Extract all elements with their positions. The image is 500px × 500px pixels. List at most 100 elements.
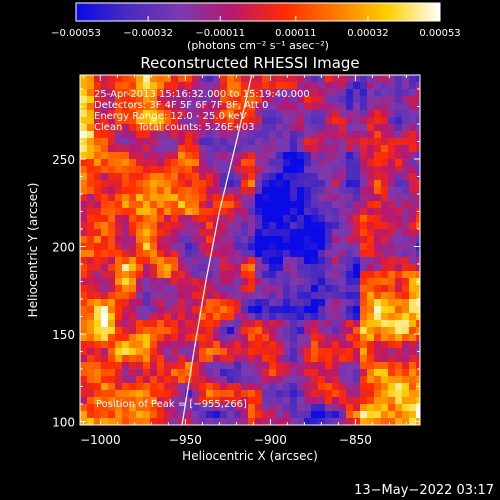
heatmap-cell <box>255 376 263 384</box>
heatmap-cell <box>178 75 186 83</box>
heatmap-cell <box>129 250 137 258</box>
heatmap-cell <box>304 306 312 314</box>
heatmap-cell <box>80 313 88 321</box>
heatmap-cell <box>325 313 333 321</box>
heatmap-cell <box>262 306 270 314</box>
heatmap-cell <box>129 201 137 209</box>
heatmap-cell <box>136 418 144 425</box>
heatmap-cell <box>129 145 137 153</box>
heatmap-cell <box>360 201 368 209</box>
heatmap-cell <box>395 257 403 265</box>
heatmap-cell <box>353 110 361 118</box>
heatmap-cell <box>290 117 298 125</box>
heatmap-cell <box>157 285 165 293</box>
heatmap-cell <box>178 117 186 125</box>
heatmap-cell <box>80 299 88 307</box>
heatmap-cell <box>87 390 95 398</box>
y-tick-label: 100 <box>52 416 75 430</box>
heatmap-cell <box>150 243 158 251</box>
heatmap-cell <box>304 383 312 391</box>
heatmap-cell <box>402 334 410 342</box>
heatmap-cell <box>339 320 347 328</box>
heatmap-cell <box>416 166 420 174</box>
heatmap-cell <box>199 285 207 293</box>
heatmap-cell <box>129 152 137 160</box>
heatmap-cell <box>136 264 144 272</box>
heatmap-cell <box>290 369 298 377</box>
heatmap-cell <box>164 250 172 258</box>
heatmap-cell <box>290 341 298 349</box>
heatmap-cell <box>129 313 137 321</box>
heatmap-cell <box>143 117 151 125</box>
heatmap-cell <box>318 229 326 237</box>
heatmap-cell <box>115 208 123 216</box>
heatmap-cell <box>178 271 186 279</box>
heatmap-cell <box>157 397 165 405</box>
heatmap-cell <box>150 362 158 370</box>
heatmap-cell <box>248 187 256 195</box>
heatmap-cell <box>332 327 340 335</box>
colorbar <box>75 2 441 22</box>
heatmap-cell <box>143 201 151 209</box>
heatmap-cell <box>290 313 298 321</box>
heatmap-cell <box>290 180 298 188</box>
heatmap-cell <box>416 229 420 237</box>
heatmap-cell <box>234 292 242 300</box>
heatmap-cell <box>262 138 270 146</box>
heatmap-cell <box>199 82 207 90</box>
heatmap-cell <box>199 215 207 223</box>
heatmap-cell <box>206 362 214 370</box>
heatmap-cell <box>332 201 340 209</box>
heatmap-cell <box>101 362 109 370</box>
heatmap-cell <box>381 404 389 412</box>
heatmap-cell <box>248 180 256 188</box>
heatmap-cell <box>87 250 95 258</box>
heatmap-cell <box>304 285 312 293</box>
heatmap-cell <box>171 194 179 202</box>
heatmap-cell <box>80 236 88 244</box>
heatmap-cell <box>332 131 340 139</box>
heatmap-cell <box>129 418 137 425</box>
heatmap-cell <box>136 138 144 146</box>
heatmap-cell <box>171 271 179 279</box>
heatmap-cell <box>122 201 130 209</box>
heatmap-cell <box>171 208 179 216</box>
heatmap-cell <box>87 376 95 384</box>
heatmap-cell <box>262 89 270 97</box>
heatmap-cell <box>122 89 130 97</box>
heatmap-cell <box>171 257 179 265</box>
heatmap-cell <box>388 138 396 146</box>
heatmap-cell <box>241 229 249 237</box>
heatmap-cell <box>262 362 270 370</box>
heatmap-cell <box>185 103 193 111</box>
heatmap-cell <box>143 229 151 237</box>
heatmap-cell <box>101 201 109 209</box>
heatmap-cell <box>94 285 102 293</box>
heatmap-cell <box>360 355 368 363</box>
heatmap-cell <box>227 383 235 391</box>
heatmap-cell <box>276 376 284 384</box>
heatmap-cell <box>311 187 319 195</box>
heatmap-cell <box>115 250 123 258</box>
heatmap-cell <box>136 278 144 286</box>
heatmap-cell <box>325 299 333 307</box>
heatmap-cell <box>129 355 137 363</box>
heatmap-cell <box>94 257 102 265</box>
heatmap-cell <box>395 411 403 419</box>
heatmap-cell <box>416 334 420 342</box>
heatmap-cell <box>318 264 326 272</box>
heatmap-cell <box>185 194 193 202</box>
heatmap-cell <box>353 369 361 377</box>
heatmap-cell <box>227 201 235 209</box>
heatmap-cell <box>262 397 270 405</box>
heatmap-cell <box>381 173 389 181</box>
heatmap-cell <box>199 369 207 377</box>
heatmap-cell <box>367 103 375 111</box>
heatmap-cell <box>248 285 256 293</box>
heatmap-cell <box>87 299 95 307</box>
heatmap-cell <box>290 159 298 167</box>
heatmap-cell <box>101 376 109 384</box>
heatmap-cell <box>206 173 214 181</box>
heatmap-cell <box>206 229 214 237</box>
heatmap-cell <box>360 376 368 384</box>
